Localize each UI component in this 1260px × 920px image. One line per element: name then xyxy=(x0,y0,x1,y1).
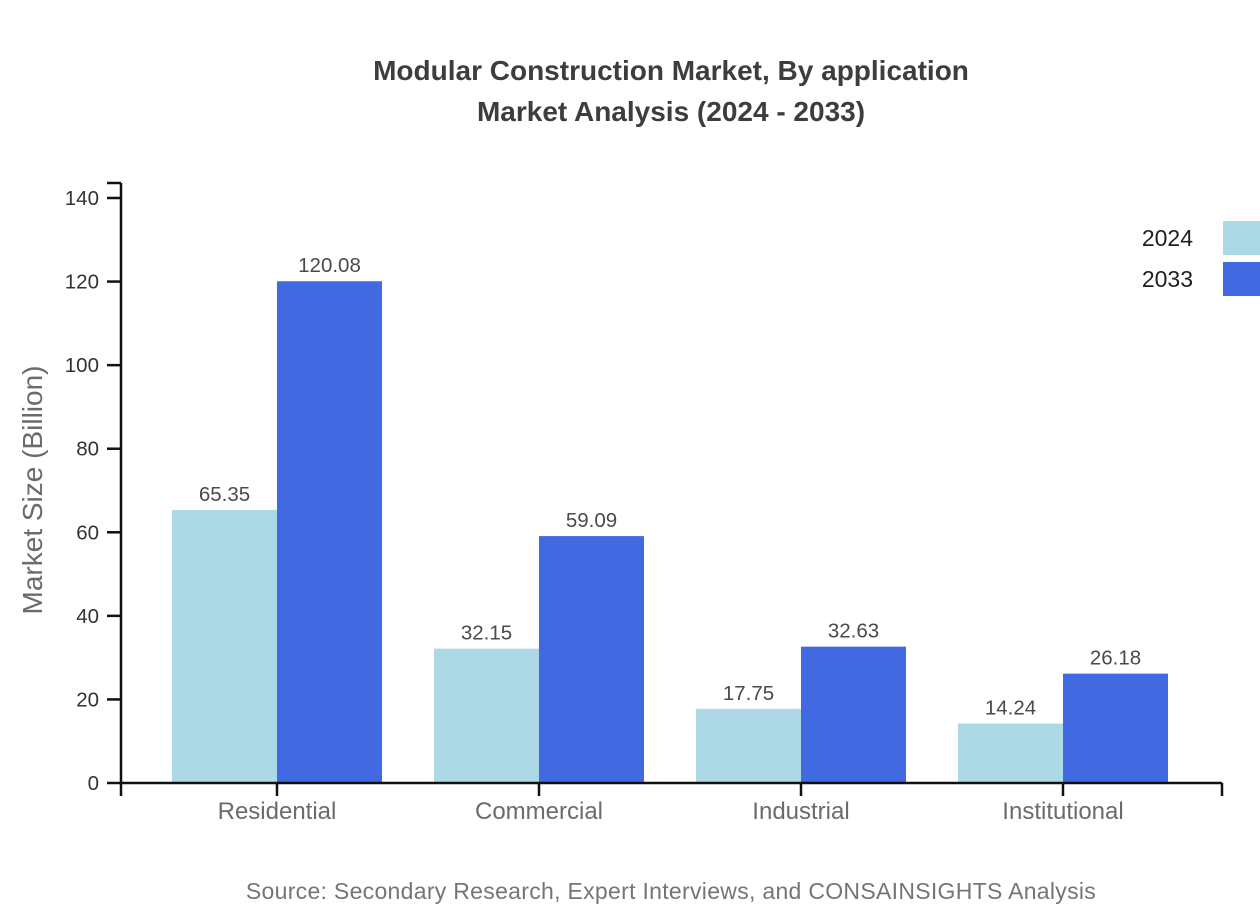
legend-swatch-2024-icon xyxy=(1223,221,1260,255)
bar-value-label: 32.63 xyxy=(828,620,879,643)
bar-2033-commercial xyxy=(539,536,644,783)
legend-label-2033: 2033 xyxy=(1141,266,1193,292)
legend-label-2024: 2024 xyxy=(1141,225,1193,251)
bar-value-label: 59.09 xyxy=(566,509,617,532)
y-tick-label: 100 xyxy=(65,354,99,377)
y-tick-label: 60 xyxy=(76,521,99,544)
y-tick-label: 40 xyxy=(76,605,99,628)
chart-title-line1: Modular Construction Market, By applicat… xyxy=(373,55,969,86)
bar-value-label: 17.75 xyxy=(723,682,774,705)
x-category-label: Industrial xyxy=(752,798,849,825)
y-tick-label: 140 xyxy=(65,187,99,210)
y-tick-label: 80 xyxy=(76,438,99,461)
bar-value-label: 14.24 xyxy=(985,696,1036,719)
bar-2033-industrial xyxy=(801,646,906,783)
bar-value-label: 32.15 xyxy=(461,622,512,645)
bar-2033-institutional xyxy=(1063,673,1168,783)
chart-title: Modular Construction Market, By applicat… xyxy=(120,50,1222,132)
bar-value-label: 26.18 xyxy=(1090,647,1141,670)
x-category-label: Institutional xyxy=(1002,798,1123,825)
source-attribution: Source: Secondary Research, Expert Inter… xyxy=(245,878,1097,904)
bar-2024-industrial xyxy=(696,708,801,783)
bar-2024-institutional xyxy=(958,723,1063,783)
chart-title-line2: Market Analysis (2024 - 2033) xyxy=(476,96,866,127)
y-tick-label: 20 xyxy=(76,688,99,711)
x-category-label: Commercial xyxy=(475,798,603,825)
y-tick-label: 120 xyxy=(65,271,99,294)
x-category-label: Residential xyxy=(218,798,337,825)
bar-value-label: 120.08 xyxy=(298,254,361,277)
bar-2024-residential xyxy=(172,509,277,783)
bar-2033-residential xyxy=(277,281,382,783)
y-tick-label: 0 xyxy=(88,772,99,795)
bar-2024-commercial xyxy=(434,648,539,783)
legend-swatch-2033-icon xyxy=(1223,262,1260,296)
bar-value-label: 65.35 xyxy=(199,483,250,506)
